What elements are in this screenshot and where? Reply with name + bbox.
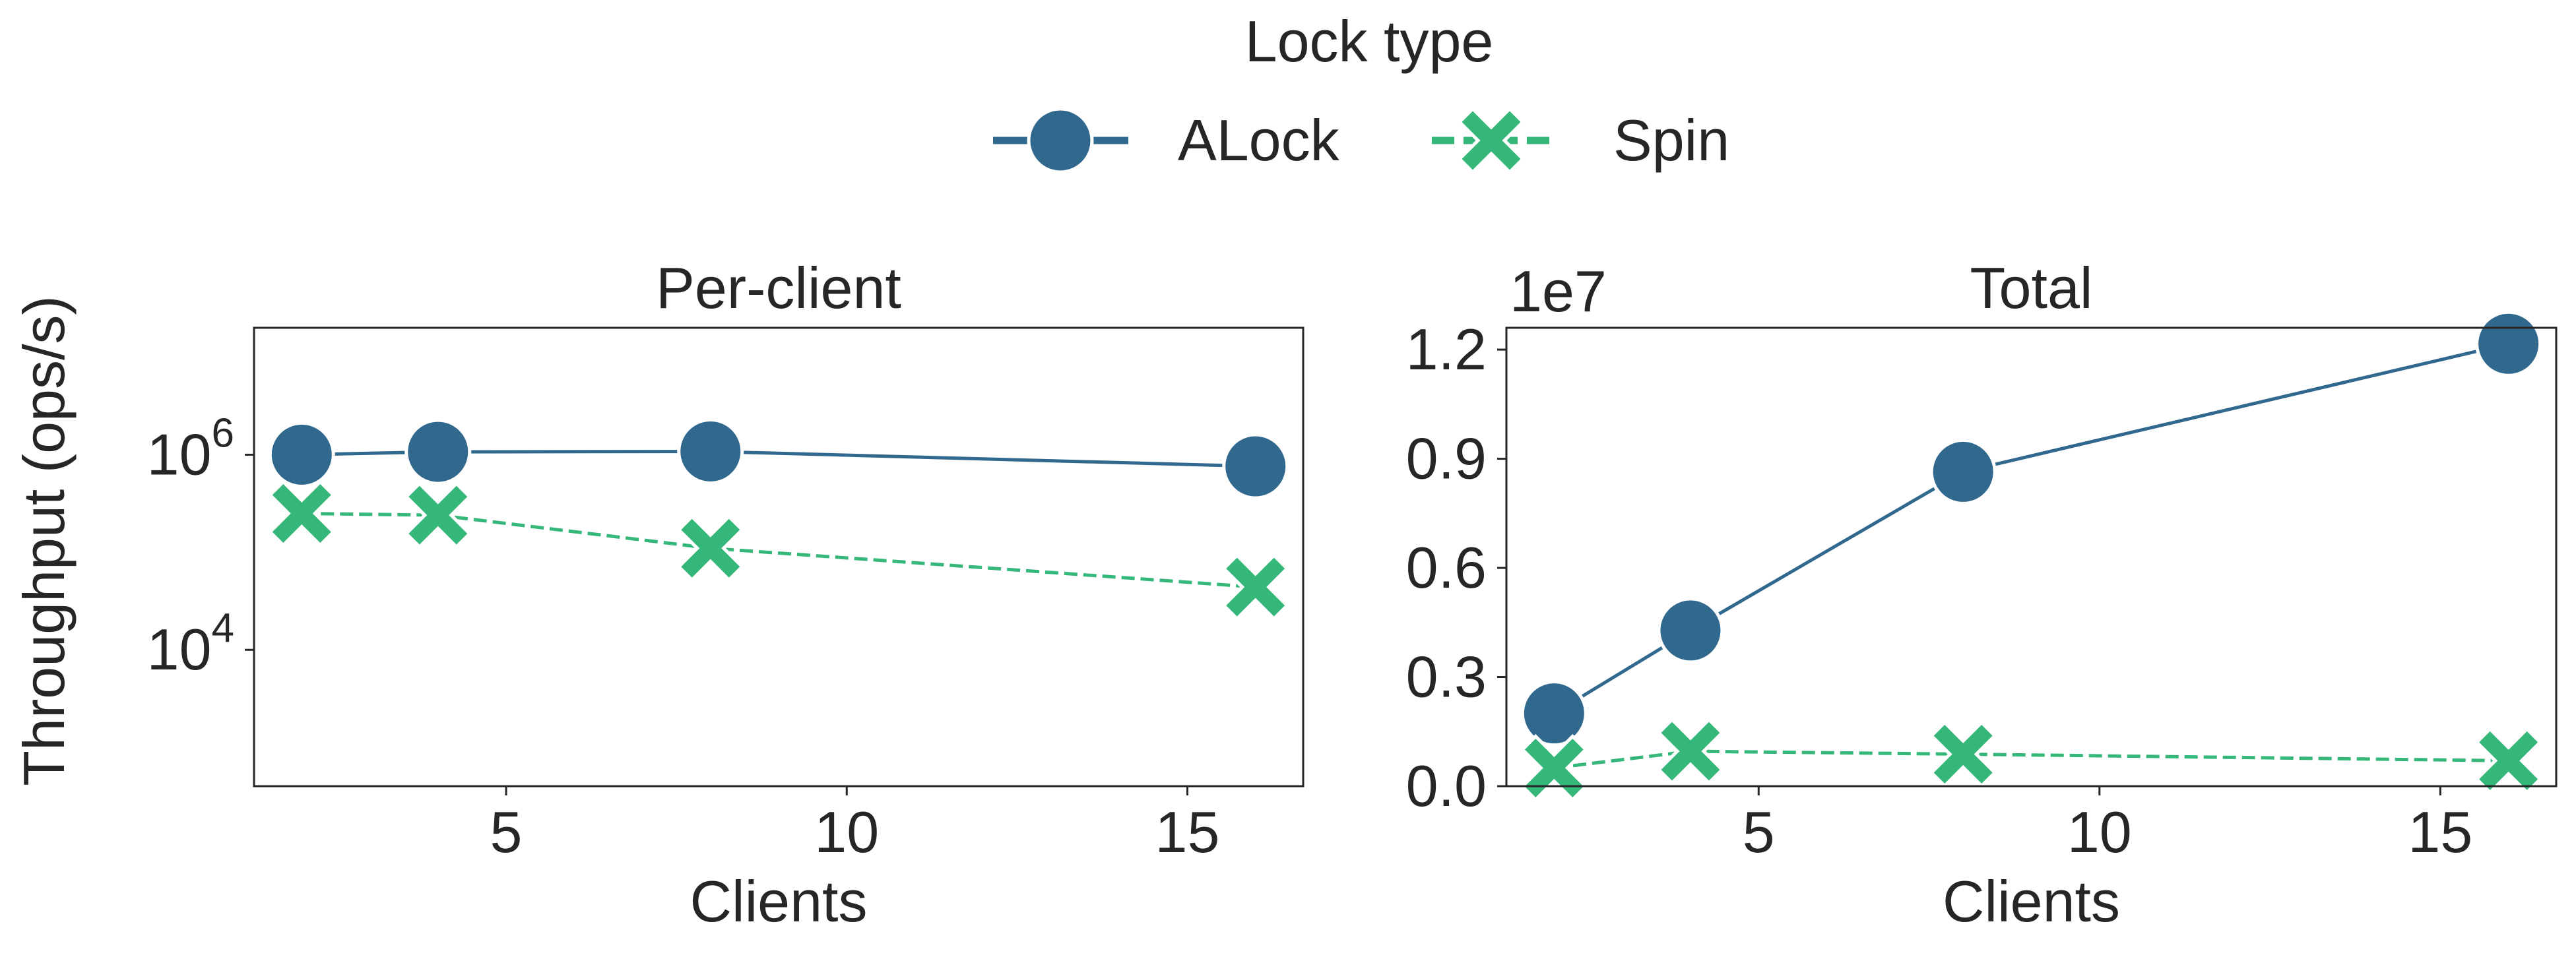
y-tick-label: 1.2	[1406, 317, 1487, 382]
chart-panel-per-client: Per-client 5 10 15 Clients 104 106	[147, 255, 1304, 934]
legend-spin-label: Spin	[1613, 108, 1729, 173]
chart-panel-total: Total 5 10 15 Clients 0.0 0.3 0.6 0.9 1.2 1e7	[1406, 255, 2558, 934]
data-point-alock	[1929, 438, 1997, 505]
series-line-spin	[302, 511, 1256, 589]
x-tick-label: 10	[2067, 799, 2132, 865]
x-tick-label: 15	[2408, 799, 2472, 865]
y-axis-label: Throughput (ops/s)	[11, 295, 77, 786]
legend-entry-spin: Spin	[1432, 106, 1729, 175]
legend-entry-alock: ALock	[993, 107, 1340, 174]
y-tick-label: 104	[147, 605, 234, 682]
y-offset-label: 1e7	[1510, 259, 1607, 324]
x-tick-label: 10	[814, 799, 879, 865]
chart-title: Per-client	[656, 255, 901, 321]
chart-title: Total	[1970, 255, 2093, 321]
legend-spin-marker	[1457, 106, 1526, 175]
legend-alock-marker	[1027, 107, 1094, 174]
plot-frame	[1505, 326, 2558, 787]
x-tick-label: 5	[490, 799, 523, 865]
data-point-spin	[1221, 553, 1290, 621]
data-point-alock	[677, 417, 744, 485]
y-tick-label: 0.3	[1406, 644, 1487, 710]
y-tick-label: 106	[147, 410, 234, 487]
y-tick-label: 0.9	[1406, 426, 1487, 491]
y-tick-label: 0.6	[1406, 535, 1487, 600]
data-point-spin	[404, 481, 472, 549]
data-point-alock	[1657, 597, 1724, 664]
series-line-alock	[302, 449, 1256, 468]
data-point-alock	[1520, 680, 1588, 747]
data-point-alock	[404, 418, 472, 485]
data-point-spin	[2474, 726, 2543, 795]
series-line-alock	[1553, 342, 2509, 715]
data-point-alock	[268, 421, 335, 488]
y-tick-label: 0.0	[1406, 753, 1487, 818]
data-point-spin	[1520, 733, 1588, 802]
x-tick-label: 5	[1743, 799, 1775, 865]
x-axis-label: Clients	[1943, 869, 2120, 934]
plot-frame	[253, 326, 1304, 787]
series-line-spin	[1554, 749, 2509, 770]
data-point-spin	[1656, 717, 1725, 786]
data-point-alock	[1222, 433, 1289, 500]
x-axis-label: Clients	[690, 869, 868, 934]
data-point-spin	[267, 479, 336, 548]
data-point-alock	[2475, 310, 2542, 377]
legend: Lock type ALock Spin	[993, 9, 1729, 175]
legend-alock-label: ALock	[1178, 108, 1340, 173]
legend-title: Lock type	[1245, 9, 1494, 74]
x-tick-label: 15	[1155, 799, 1220, 865]
data-point-spin	[676, 514, 745, 582]
